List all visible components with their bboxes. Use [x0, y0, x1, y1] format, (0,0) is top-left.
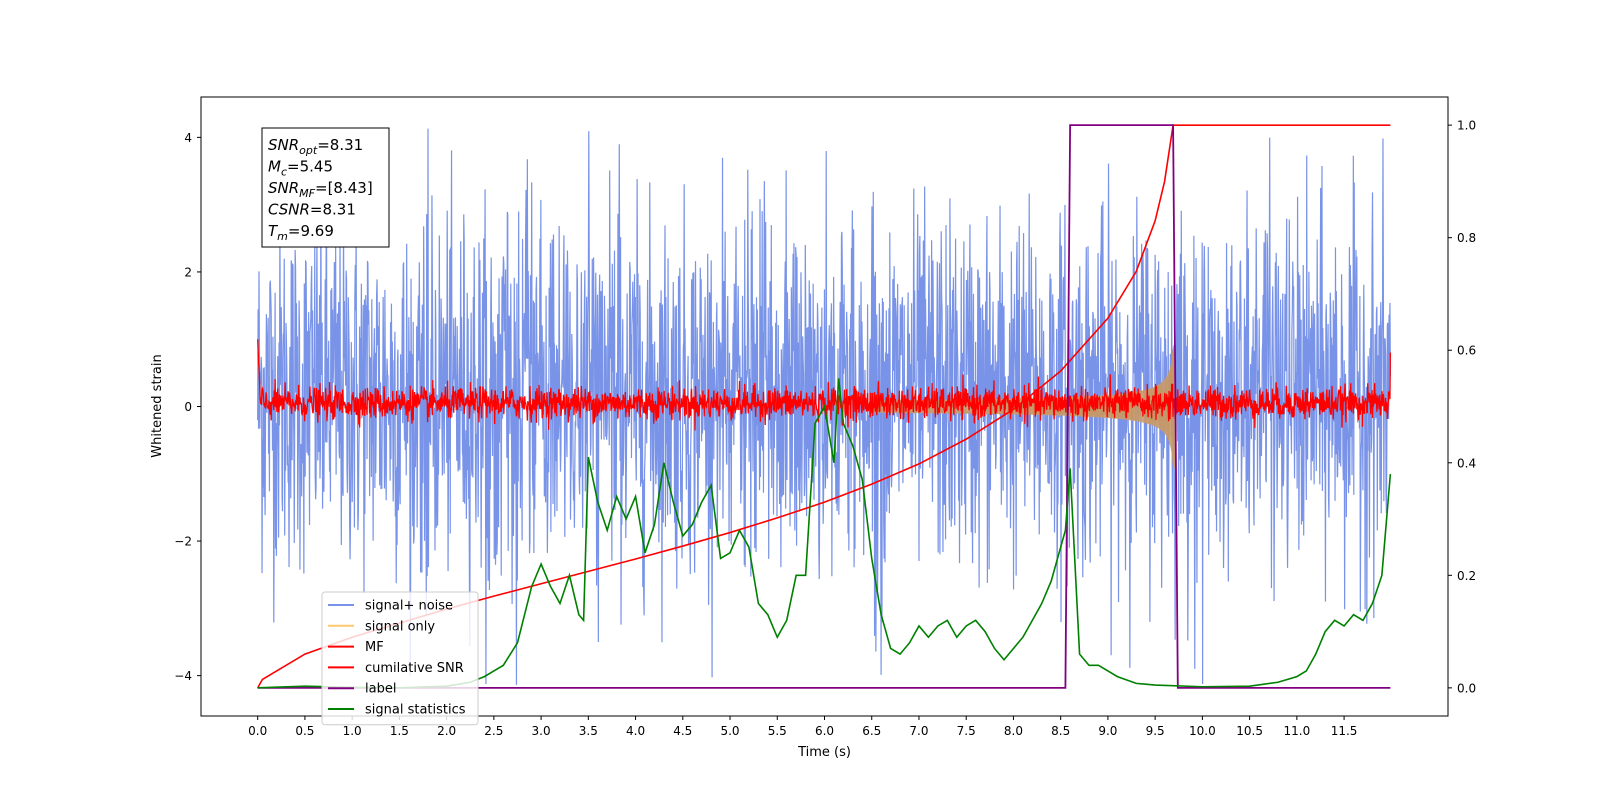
x-tick-label: 7.5 — [957, 724, 976, 738]
legend-label: signal+ noise — [365, 599, 453, 614]
y-right-tick-label: 1.0 — [1457, 119, 1476, 133]
legend: signal+ noise signal only MF cumilative SNR… — [321, 591, 479, 726]
y-tick-label: −2 — [174, 535, 192, 549]
y-right-tick-label: 0.0 — [1457, 681, 1476, 695]
x-tick-label: 3.5 — [579, 724, 598, 738]
series-signal-statistics — [257, 378, 1392, 689]
annotation-symbol: SNR — [268, 179, 299, 197]
x-tick-label: 4.0 — [626, 724, 645, 738]
legend-label: signal statistics — [365, 703, 466, 718]
x-tick-label: 8.0 — [1004, 724, 1023, 738]
legend-label: signal only — [365, 619, 435, 634]
x-tick-label: 0.0 — [248, 724, 267, 738]
x-tick-label: 4.5 — [673, 724, 692, 738]
annotation-subscript: opt — [299, 144, 318, 157]
x-tick-label: 2.0 — [437, 724, 456, 738]
x-tick-label: 1.0 — [343, 724, 362, 738]
x-tick-label: 5.0 — [720, 724, 739, 738]
annotation-symbol: CSNR — [268, 201, 310, 219]
y-right-tick-label: 0.6 — [1457, 344, 1476, 358]
x-tick-label: 3.0 — [532, 724, 551, 738]
x-tick-label: 10.0 — [1189, 724, 1216, 738]
annotation-value: =9.69 — [288, 222, 334, 240]
legend-label: MF — [365, 640, 384, 655]
annotation-subscript: MF — [299, 187, 315, 200]
annotation-line: Tm=9.69 — [268, 222, 334, 243]
x-tick-label: 6.0 — [815, 724, 834, 738]
x-tick-label: 10.5 — [1236, 724, 1263, 738]
y-tick-label: 4 — [184, 131, 192, 145]
annotation-subscript: c — [281, 166, 287, 179]
y-axis-label: Whitened strain — [150, 354, 165, 457]
annotation-value: =8.31 — [317, 136, 363, 154]
annotation-line: Mc=5.45 — [268, 158, 333, 179]
series-label — [257, 124, 1391, 689]
stats-annotation-box: SNRopt=8.31Mc=5.45SNRMF=[8.43]CSNR=8.31T… — [261, 127, 390, 248]
x-tick-label: 9.5 — [1146, 724, 1165, 738]
annotation-value: =8.31 — [310, 201, 356, 219]
annotation-line: SNRopt=8.31 — [268, 136, 363, 157]
x-axis-label: Time (s) — [797, 745, 851, 760]
annotation-symbol: SNR — [268, 136, 299, 154]
axes-layer: 0.0 0.5 1.0 1.5 2.0 2.5 3.0 3.5 4.0 4.5 5.0 5.5 6.0 6… — [174, 119, 1476, 738]
x-tick-label: 5.5 — [768, 724, 787, 738]
y-right-tick-label: 0.8 — [1457, 231, 1476, 245]
y-tick-label: 0 — [184, 400, 192, 414]
x-tick-label: 8.5 — [1051, 724, 1070, 738]
annotation-symbol: T — [268, 222, 279, 240]
legend-label: cumilative SNR — [365, 661, 464, 676]
series-mf — [257, 339, 1392, 431]
x-tick-label: 11.5 — [1331, 724, 1358, 738]
annotation-value: =[8.43] — [315, 179, 373, 197]
annotation-frame — [261, 127, 390, 248]
legend-label: label — [365, 682, 396, 697]
annotation-value: =5.45 — [287, 158, 333, 176]
annotation-subscript: m — [277, 230, 288, 243]
y-tick-label: −4 — [174, 669, 192, 683]
series-signal-noise — [257, 128, 1391, 685]
x-tick-label: 0.5 — [295, 724, 314, 738]
x-tick-label: 9.0 — [1098, 724, 1117, 738]
x-tick-label: 11.0 — [1283, 724, 1310, 738]
x-tick-label: 2.5 — [484, 724, 503, 738]
y-tick-label: 2 — [184, 265, 192, 279]
annotation-line: SNRMF=[8.43] — [268, 179, 373, 200]
y-right-tick-label: 0.4 — [1457, 456, 1476, 470]
annotation-line: CSNR=8.31 — [268, 201, 356, 219]
x-tick-label: 6.5 — [862, 724, 881, 738]
annotation-symbol: M — [268, 158, 281, 176]
y-right-tick-label: 0.2 — [1457, 569, 1476, 583]
x-tick-label: 1.5 — [390, 724, 409, 738]
legend-frame — [321, 591, 479, 726]
x-tick-label: 7.0 — [909, 724, 928, 738]
